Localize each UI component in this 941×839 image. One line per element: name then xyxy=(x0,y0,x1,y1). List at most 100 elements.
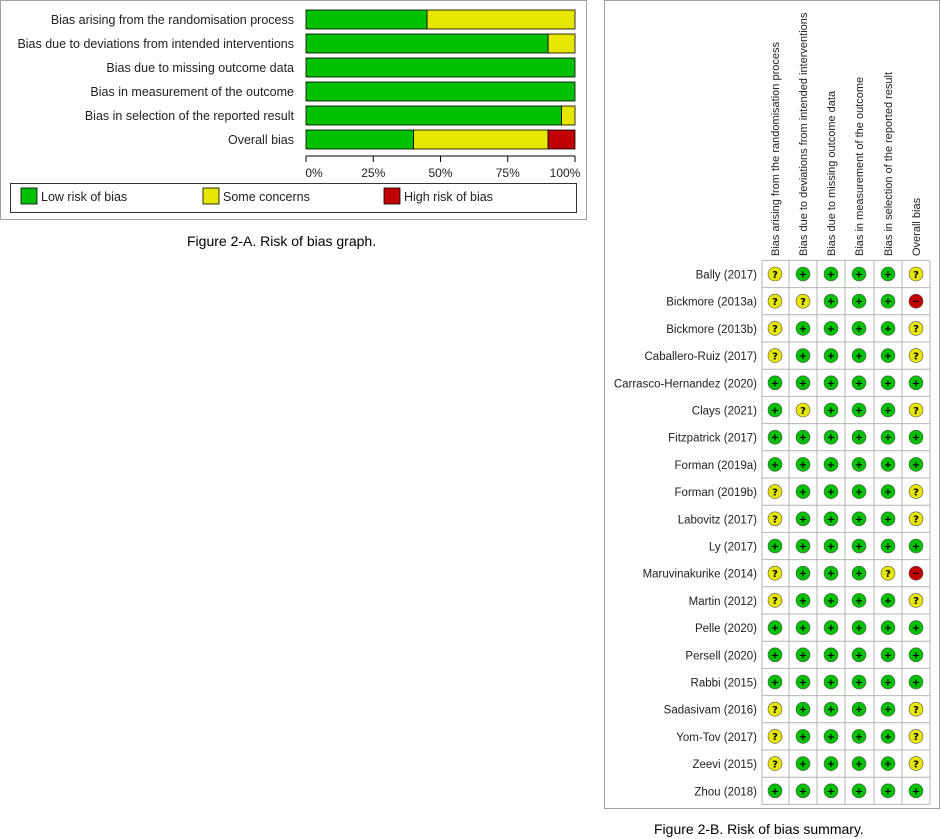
judgement-low xyxy=(823,429,839,445)
judgement-symbol: + xyxy=(912,542,920,553)
study-label: Fitzpatrick (2017) xyxy=(668,433,757,445)
judgement-symbol: + xyxy=(771,433,779,444)
judgement-low xyxy=(880,674,896,690)
judgement-low xyxy=(795,375,811,391)
judgement-symbol: + xyxy=(855,569,863,580)
legend-swatch xyxy=(20,187,38,205)
judgement-symbol: + xyxy=(827,351,835,362)
judgement-low xyxy=(851,729,867,744)
judgement-symbol: + xyxy=(884,270,892,281)
domain-label: Bias due to deviations from intended int… xyxy=(17,37,294,51)
judgement-low xyxy=(851,402,867,418)
judgement-symbol: + xyxy=(827,705,835,716)
judgement-symbol: ? xyxy=(772,351,778,362)
judgement-some xyxy=(908,729,924,744)
judgement-some xyxy=(908,756,924,771)
judgement-some xyxy=(767,266,783,282)
judgement-symbol: + xyxy=(855,759,863,770)
judgement-symbol: + xyxy=(827,514,835,525)
judgement-some xyxy=(795,293,811,309)
judgement-symbol: + xyxy=(884,596,892,607)
judgement-low xyxy=(880,783,896,799)
legend-swatch xyxy=(202,187,220,205)
judgement-low xyxy=(880,593,896,608)
judgement-symbol: + xyxy=(771,406,779,417)
judgement-symbol: − xyxy=(912,297,920,308)
study-label: Ly (2017) xyxy=(709,542,757,554)
judgement-symbol: + xyxy=(799,378,807,389)
judgement-some xyxy=(767,701,783,717)
judgement-symbol: + xyxy=(827,487,835,498)
judgement-low xyxy=(795,674,811,690)
judgement-symbol: ? xyxy=(772,487,778,498)
judgement-low xyxy=(880,701,896,717)
bar-segment xyxy=(547,129,576,150)
judgement-symbol: + xyxy=(855,351,863,362)
risk-of-bias-graph: Bias arising from the randomisation proc… xyxy=(0,0,587,220)
judgement-symbol: ? xyxy=(913,705,919,716)
bar-segment xyxy=(413,129,549,150)
judgement-low xyxy=(823,511,839,527)
judgement-symbol: ? xyxy=(772,732,778,743)
judgement-symbol: ? xyxy=(885,569,891,580)
judgement-low xyxy=(851,647,867,663)
judgement-low xyxy=(795,511,811,527)
judgement-symbol: ? xyxy=(772,270,778,281)
judgement-some xyxy=(908,402,924,418)
judgement-low xyxy=(880,293,896,309)
bar-segment xyxy=(305,57,576,78)
judgement-low xyxy=(880,375,896,391)
judgement-some xyxy=(767,321,783,336)
judgement-symbol: + xyxy=(799,351,807,362)
judgement-low xyxy=(823,457,839,472)
judgement-symbol: + xyxy=(799,678,807,689)
judgement-symbol: ? xyxy=(772,324,778,335)
judgement-low xyxy=(767,783,783,799)
x-tick-label: 25% xyxy=(361,166,385,180)
judgement-symbol: + xyxy=(912,678,920,689)
judgement-symbol: + xyxy=(855,433,863,444)
judgement-low xyxy=(795,783,811,799)
study-label: Sadasivam (2016) xyxy=(664,705,757,717)
judgement-low xyxy=(823,756,839,771)
judgement-symbol: + xyxy=(855,378,863,389)
judgement-symbol: + xyxy=(855,542,863,553)
judgement-symbol: + xyxy=(912,786,920,797)
legend-box xyxy=(10,183,577,213)
judgement-some xyxy=(908,511,924,527)
judgement-symbol: ? xyxy=(913,270,919,281)
judgement-high xyxy=(908,565,924,581)
judgement-low xyxy=(823,321,839,336)
judgement-symbol: ? xyxy=(800,406,806,417)
study-label: Pelle (2020) xyxy=(695,623,757,635)
judgement-symbol: + xyxy=(799,542,807,553)
judgement-symbol: + xyxy=(771,650,779,661)
judgement-symbol: + xyxy=(827,678,835,689)
judgement-symbol: + xyxy=(884,297,892,308)
judgement-some xyxy=(795,402,811,418)
study-label: Maruvinakurike (2014) xyxy=(643,569,758,581)
judgement-low xyxy=(880,348,896,363)
study-label: Caballero-Ruiz (2017) xyxy=(645,351,758,363)
judgement-low xyxy=(880,457,896,472)
judgement-symbol: + xyxy=(799,650,807,661)
judgement-symbol: ? xyxy=(913,732,919,743)
judgement-symbol: + xyxy=(799,705,807,716)
judgement-low xyxy=(880,402,896,418)
judgement-symbol: + xyxy=(855,650,863,661)
judgement-symbol: + xyxy=(855,596,863,607)
judgement-symbol: + xyxy=(855,623,863,634)
judgement-symbol: − xyxy=(912,569,920,580)
judgement-low xyxy=(767,620,783,635)
judgement-symbol: + xyxy=(912,623,920,634)
judgement-symbol: + xyxy=(771,623,779,634)
judgement-symbol: + xyxy=(799,596,807,607)
judgement-symbol: + xyxy=(827,786,835,797)
judgement-some xyxy=(767,293,783,309)
judgement-symbol: + xyxy=(771,460,779,471)
judgement-symbol: + xyxy=(884,487,892,498)
judgement-symbol: + xyxy=(799,324,807,335)
judgement-low xyxy=(795,593,811,608)
judgement-symbol: + xyxy=(855,786,863,797)
judgement-some xyxy=(767,511,783,527)
